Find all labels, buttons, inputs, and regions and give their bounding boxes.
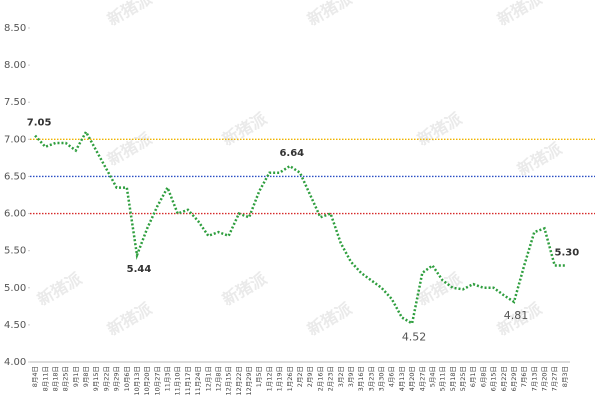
x-tick-label: 12月1日: [204, 366, 212, 391]
x-tick-label: 12月15日: [225, 366, 233, 396]
data-label: 5.30: [555, 248, 580, 259]
y-tick-label: 7.50: [4, 97, 26, 108]
x-tick-label: 8月3日: [561, 366, 569, 387]
x-tick-label: 1月5日: [255, 366, 263, 387]
watermark: 新猪派: [104, 128, 156, 169]
x-tick-label: 9月15日: [92, 366, 100, 391]
watermark: 新猪派: [104, 298, 156, 339]
y-tick-label: 8.50: [4, 23, 26, 34]
x-tick-label: 10月20日: [143, 366, 151, 396]
y-tick-label: 6.50: [4, 171, 26, 182]
x-tick-label: 12月29日: [245, 366, 253, 396]
x-tick-label: 2月23日: [327, 366, 335, 391]
x-tick-label: 3月30日: [378, 366, 386, 391]
watermark: 新猪派: [219, 268, 271, 309]
data-label: 4.52: [402, 330, 427, 343]
x-tick-label: 3月23日: [367, 366, 375, 391]
y-tick-label: 4.00: [4, 357, 26, 368]
x-tick-label: 11月24日: [194, 366, 202, 396]
x-tick-label: 4月6日: [388, 366, 396, 387]
watermark: 新猪派: [104, 0, 156, 29]
x-tick-label: 9月29日: [113, 366, 121, 391]
x-tick-label: 10月6日: [123, 366, 131, 391]
x-tick-label: 7月6日: [520, 366, 528, 387]
x-tick-label: 4月20日: [408, 366, 416, 391]
x-tick-label: 10月27日: [153, 366, 161, 396]
x-tick-label: 11月3日: [164, 366, 172, 391]
x-tick-label: 7月20日: [541, 366, 549, 391]
x-tick-label: 9月1日: [72, 366, 80, 387]
x-tick-label: 6月29日: [510, 366, 518, 391]
y-tick-label: 5.50: [4, 246, 26, 257]
x-tick-label: 6月8日: [479, 366, 487, 387]
x-tick-label: 8月4日: [31, 366, 39, 387]
y-tick-label: 6.00: [4, 209, 26, 220]
watermark: 新猪派: [219, 108, 271, 149]
x-tick-label: 2月2日: [296, 366, 304, 387]
data-label: 4.81: [504, 309, 529, 322]
x-tick-label: 6月22日: [500, 366, 508, 391]
x-tick-label: 12月22日: [235, 366, 243, 396]
x-tick-label: 8月11日: [41, 366, 49, 391]
x-tick-label: 1月19日: [276, 366, 284, 391]
watermark: 新猪派: [34, 268, 86, 309]
x-tick-label: 11月17日: [184, 366, 192, 396]
y-tick-label: 5.00: [4, 283, 26, 294]
data-line: [34, 129, 565, 326]
watermark: 新猪派: [494, 0, 546, 29]
watermark: 新猪派: [304, 0, 356, 29]
x-tick-label: 9月8日: [82, 366, 90, 387]
y-tick-label: 8.00: [4, 60, 26, 71]
x-tick-label: 3月2日: [337, 366, 345, 387]
x-tick-label: 11月10日: [174, 366, 182, 396]
x-tick-label: 5月4日: [428, 366, 436, 387]
x-tick-label: 10月13日: [133, 366, 141, 396]
x-tick-label: 9月22日: [102, 366, 110, 391]
x-tick-label: 8月25日: [62, 366, 70, 391]
data-label: 7.05: [27, 118, 52, 129]
x-tick-label: 6月15日: [490, 366, 498, 391]
x-tick-label: 1月26日: [286, 366, 294, 391]
x-tick-label: 7月13日: [530, 366, 538, 391]
data-label: 5.44: [127, 264, 152, 275]
x-tick-label: 6月1日: [469, 366, 477, 387]
x-tick-label: 2月16日: [316, 366, 324, 391]
x-tick-label: 3月9日: [347, 366, 355, 387]
x-tick-label: 5月25日: [459, 366, 467, 391]
x-tick-label: 2月9日: [306, 366, 314, 387]
data-label: 6.64: [279, 148, 304, 159]
x-tick-label: 4月13日: [398, 366, 406, 391]
x-tick-label: 3月16日: [357, 366, 365, 391]
x-tick-label: 5月11日: [439, 366, 447, 391]
x-tick-label: 8月18日: [51, 366, 59, 391]
y-tick-label: 7.00: [4, 134, 26, 145]
y-tick-label: 4.50: [4, 320, 26, 331]
x-tick-label: 5月18日: [449, 366, 457, 391]
watermark: 新猪派: [514, 138, 566, 179]
x-tick-label: 12月8日: [214, 366, 222, 391]
x-tick-label: 1月12日: [265, 366, 273, 391]
x-tick-label: 4月27日: [418, 366, 426, 391]
x-tick-label: 7月27日: [551, 366, 559, 391]
watermark: 新猪派: [304, 298, 356, 339]
watermark: 新猪派: [414, 108, 466, 149]
